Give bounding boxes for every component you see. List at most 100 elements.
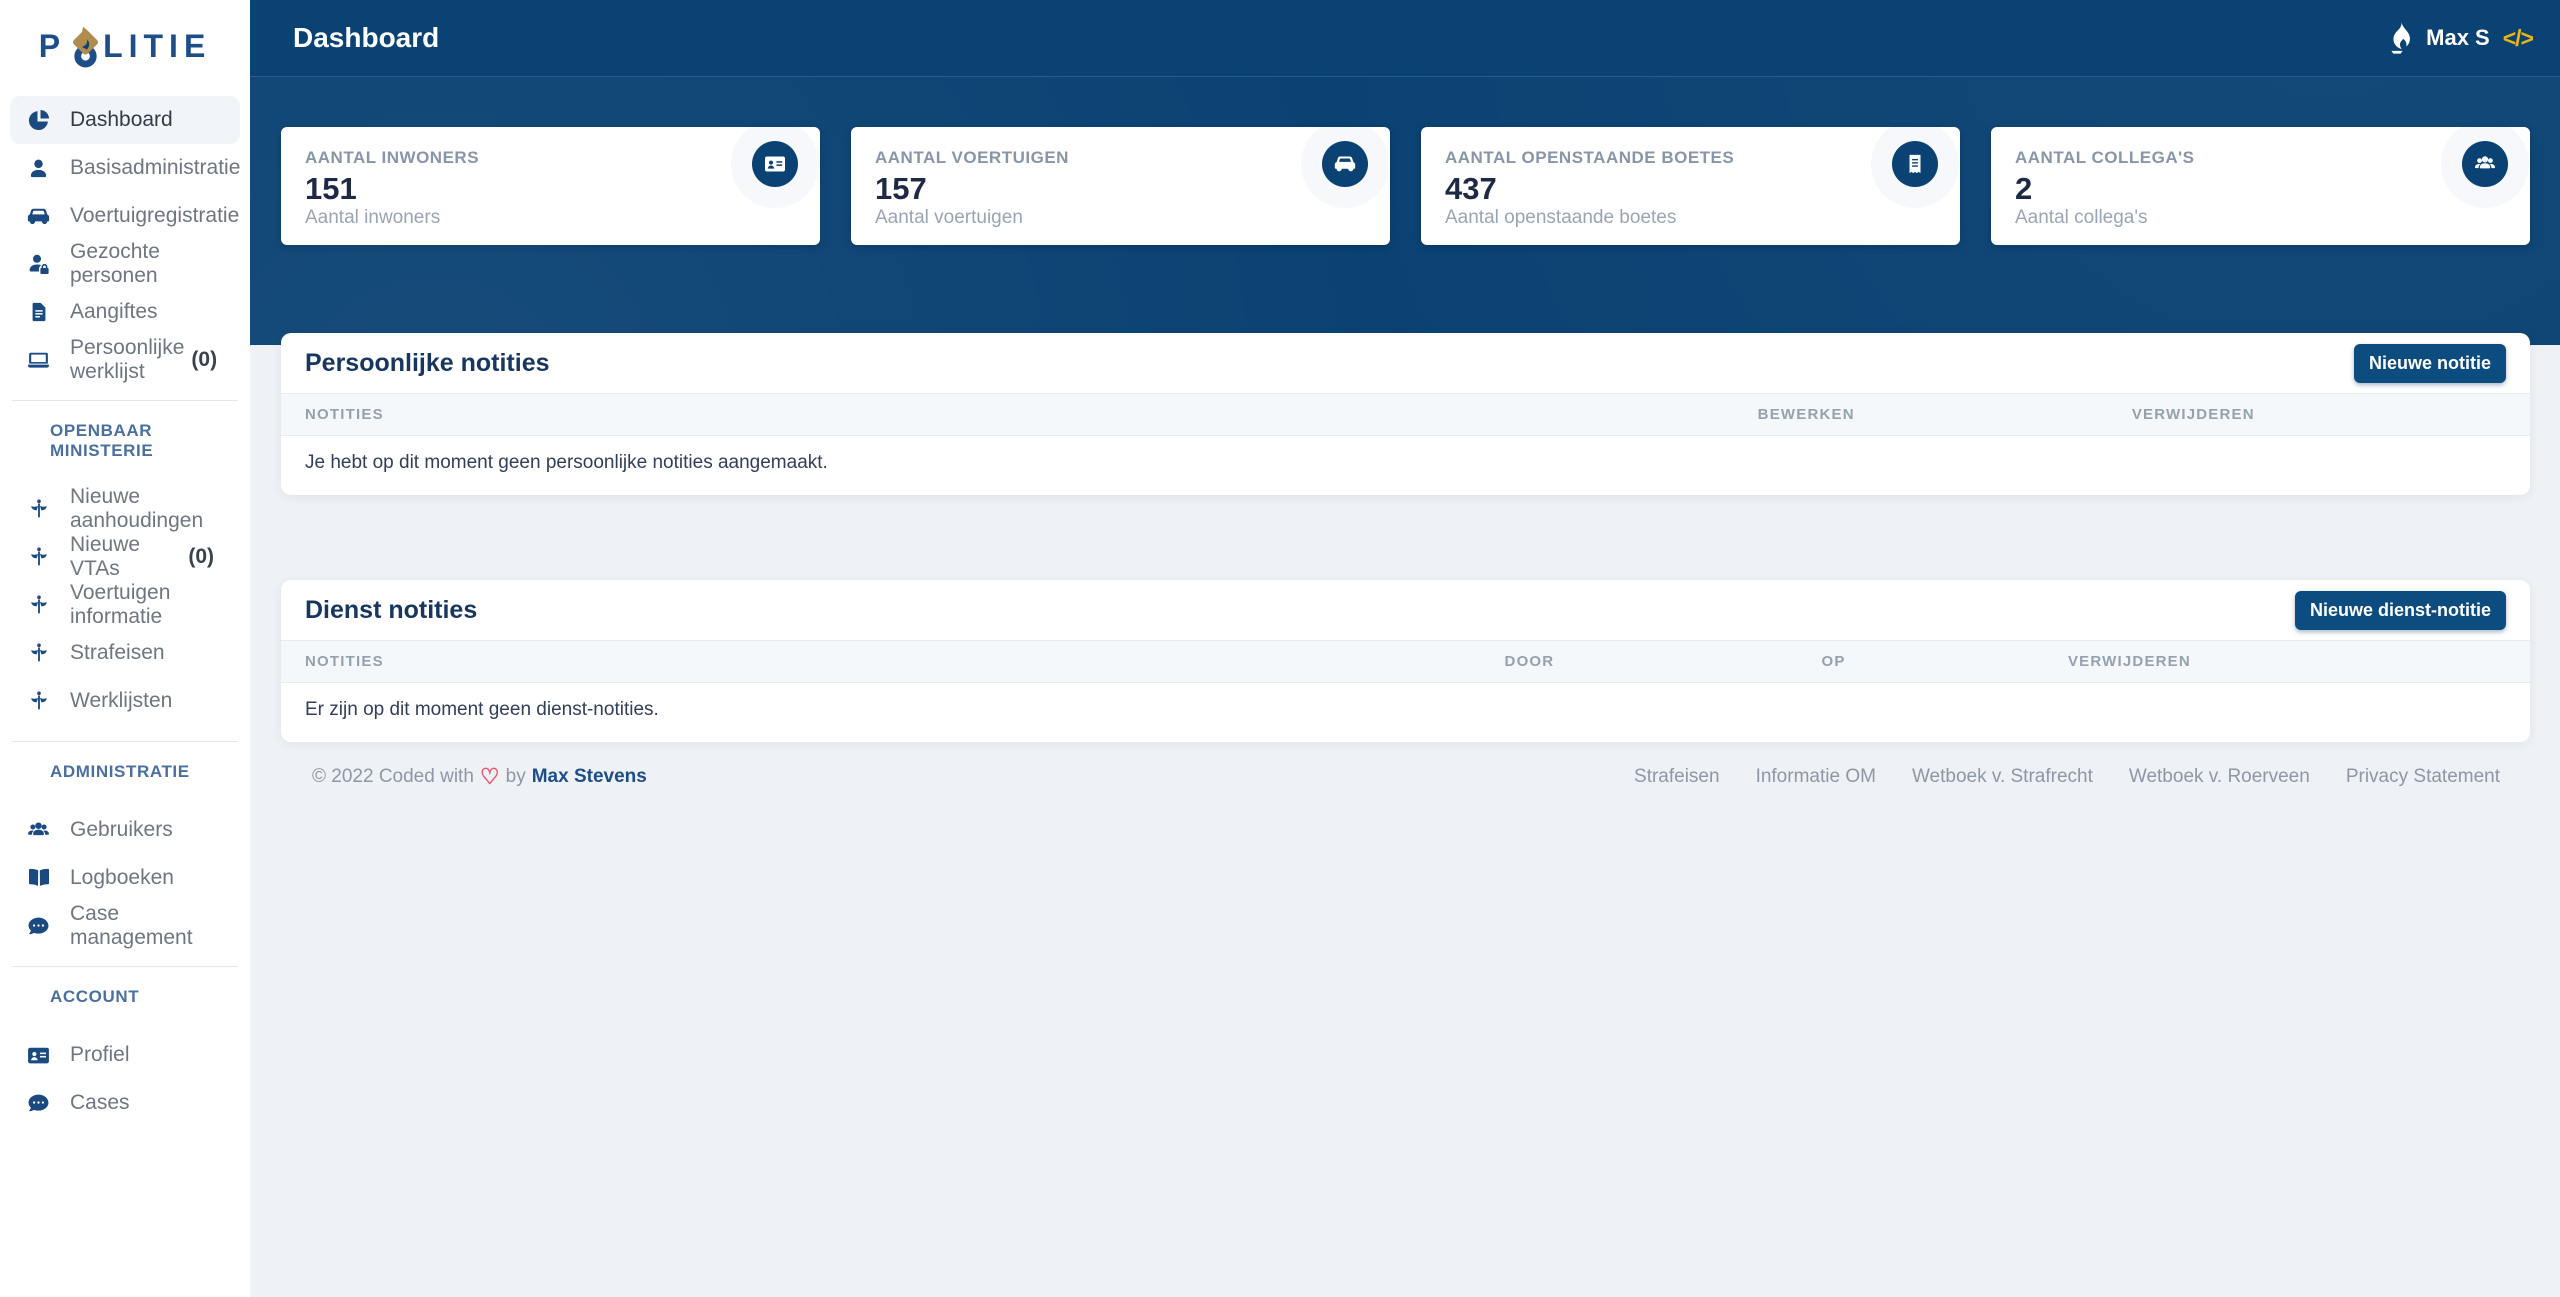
sidebar-item-gezochte-personen[interactable]: Gezochte personen — [0, 240, 250, 288]
panel-title: Persoonlijke notities — [305, 348, 550, 377]
column-header-op: OP — [1821, 653, 1846, 670]
user-icon — [25, 157, 52, 180]
footer-link-wetboek-strafrecht[interactable]: Wetboek v. Strafrecht — [1911, 766, 2093, 787]
om-crest-icon — [25, 498, 52, 520]
stat-subtitle: Aantal inwoners — [305, 207, 441, 228]
laptop-icon — [25, 348, 52, 373]
sidebar-item-label: Logboeken — [70, 866, 174, 889]
om-crest-icon — [25, 642, 52, 664]
comment-icon — [25, 1092, 52, 1115]
comment-icon — [25, 915, 52, 938]
sidebar-item-label: Cases — [70, 1091, 130, 1114]
sidebar-item-label: Werklijsten — [70, 689, 173, 712]
om-crest-icon — [25, 594, 52, 616]
sidebar-item-label: Gebruikers — [70, 818, 173, 841]
sidebar-item-label: Voertuigen informatie — [70, 581, 171, 628]
sidebar-item-label: Basisadministratie — [70, 156, 241, 179]
sidebar-section-openbaar-ministerie: OPENBAAR MINISTERIE — [50, 421, 154, 460]
sidebar-item-strafeisen[interactable]: Strafeisen — [0, 629, 250, 677]
empty-state-text: Je hebt op dit moment geen persoonlijke … — [305, 452, 828, 473]
sidebar-item-nieuwe-vtas[interactable]: Nieuwe VTAs (0) — [0, 533, 250, 581]
stat-card-collegas: AANTAL COLLEGA'S 2 Aantal collega's — [1991, 127, 2530, 245]
copyright-text: © 2022 Coded with — [312, 766, 474, 787]
panel-title: Dienst notities — [305, 595, 478, 624]
footer-link-strafeisen[interactable]: Strafeisen — [1634, 766, 1720, 787]
author-link[interactable]: Max Stevens — [531, 766, 647, 787]
user-menu[interactable]: Max S </> — [2386, 21, 2534, 55]
file-text-icon — [25, 301, 52, 323]
header-banner: AANTAL INWONERS 151 Aantal inwoners AANT… — [250, 77, 2560, 345]
user-lock-icon — [25, 252, 52, 276]
stat-card-inwoners: AANTAL INWONERS 151 Aantal inwoners — [281, 127, 820, 245]
heart-icon: ♡ — [479, 764, 500, 789]
stat-value: 437 — [1445, 171, 1497, 206]
table-header-row: NOTITIES BEWERKEN VERWIJDEREN — [281, 393, 2530, 436]
stat-cards-row: AANTAL INWONERS 151 Aantal inwoners AANT… — [250, 77, 2560, 245]
footer-link-wetboek-roerveen[interactable]: Wetboek v. Roerveen — [2128, 766, 2310, 787]
stat-subtitle: Aantal openstaande boetes — [1445, 207, 1677, 228]
new-note-button[interactable]: Nieuwe notitie — [2353, 343, 2506, 383]
sidebar-item-basisadministratie[interactable]: Basisadministratie — [0, 144, 250, 192]
sidebar-item-nieuwe-aanhoudingen[interactable]: Nieuwe aanhoudingen — [0, 485, 250, 533]
sidebar-item-aangiftes[interactable]: Aangiftes — [0, 288, 250, 336]
footer-links: Strafeisen Informatie OM Wetboek v. Stra… — [1634, 766, 2500, 788]
sidebar-item-label: Nieuwe aanhoudingen — [70, 485, 204, 532]
sidebar-item-voertuigen-informatie[interactable]: Voertuigen informatie — [0, 581, 250, 629]
personal-notes-panel: Persoonlijke notities Nieuwe notitie NOT… — [281, 333, 2530, 495]
sidebar-item-label: Profiel — [70, 1043, 130, 1066]
stat-card-boetes: AANTAL OPENSTAANDE BOETES 437 Aantal ope… — [1421, 127, 1960, 245]
count-badge: (0) — [191, 348, 218, 371]
sidebar-item-werklijsten[interactable]: Werklijsten — [0, 677, 250, 725]
topbar: Dashboard Max S </> — [250, 0, 2560, 77]
count-badge: (0) — [188, 545, 214, 568]
stat-kicker: AANTAL OPENSTAANDE BOETES — [1445, 148, 1735, 167]
sidebar-item-cases[interactable]: Cases — [0, 1079, 250, 1127]
logo-text-right: LITIE — [103, 27, 212, 64]
sidebar-item-label: Gezochte personen — [70, 240, 160, 287]
column-header-door: DOOR — [1504, 653, 1555, 670]
sidebar-item-label: Persoonlijke werklijst — [70, 336, 185, 383]
sidebar-item-label: Aangiftes — [70, 300, 158, 323]
stat-subtitle: Aantal collega's — [2015, 207, 2148, 228]
stat-kicker: AANTAL COLLEGA'S — [2015, 148, 2195, 167]
sidebar-item-profiel[interactable]: Profiel — [0, 1031, 250, 1079]
new-service-note-button[interactable]: Nieuwe dienst-notitie — [2294, 590, 2506, 630]
sidebar-item-label: Nieuwe VTAs — [70, 533, 141, 580]
sidebar-item-gebruikers[interactable]: Gebruikers — [0, 806, 250, 854]
sidebar-item-logboeken[interactable]: Logboeken — [0, 854, 250, 902]
sidebar-section-account: ACCOUNT — [50, 987, 140, 1006]
footer-link-privacy-statement[interactable]: Privacy Statement — [2345, 766, 2500, 787]
sidebar-item-dashboard[interactable]: Dashboard — [10, 96, 240, 144]
id-card-icon — [752, 141, 798, 187]
om-crest-icon — [25, 690, 52, 712]
service-notes-panel: Dienst notities Nieuwe dienst-notitie NO… — [281, 580, 2530, 742]
stat-value: 2 — [2015, 171, 2033, 206]
politie-logo[interactable]: P LITIE — [0, 0, 250, 92]
sidebar-item-case-management[interactable]: Case management — [0, 902, 250, 950]
sidebar-item-persoonlijke-werklijst[interactable]: Persoonlijke werklijst (0) — [0, 336, 250, 384]
copyright-by: by — [505, 766, 526, 787]
page-title: Dashboard — [293, 22, 440, 53]
main-area: Dashboard Max S </> AANTAL INWONERS 151 … — [250, 0, 2560, 1297]
sidebar-item-label: Case management — [70, 902, 193, 949]
stat-card-voertuigen: AANTAL VOERTUIGEN 157 Aantal voertuigen — [851, 127, 1390, 245]
table-header-row: NOTITIES DOOR OP VERWIJDEREN — [281, 640, 2530, 683]
sidebar-item-label: Strafeisen — [70, 641, 165, 664]
sidebar-item-voertuigregistratie[interactable]: Voertuigregistratie — [0, 192, 250, 240]
column-header-verwijderen: VERWIJDEREN — [2131, 406, 2255, 423]
stat-kicker: AANTAL INWONERS — [305, 148, 480, 167]
stat-subtitle: Aantal voertuigen — [875, 207, 1023, 228]
sidebar-section-administratie: ADMINISTRATIE — [50, 762, 190, 781]
stat-value: 157 — [875, 171, 927, 206]
footer-link-informatie-om[interactable]: Informatie OM — [1755, 766, 1876, 787]
car-icon — [25, 204, 52, 229]
sidebar-item-label: Dashboard — [70, 108, 173, 131]
sidebar-item-label: Voertuigregistratie — [70, 204, 240, 227]
users-icon — [25, 818, 52, 843]
car-icon — [1322, 141, 1368, 187]
stat-kicker: AANTAL VOERTUIGEN — [875, 148, 1069, 167]
logo-text-left: P — [38, 27, 67, 64]
column-header-notities: NOTITIES — [305, 406, 384, 423]
id-card-icon — [25, 1043, 52, 1068]
